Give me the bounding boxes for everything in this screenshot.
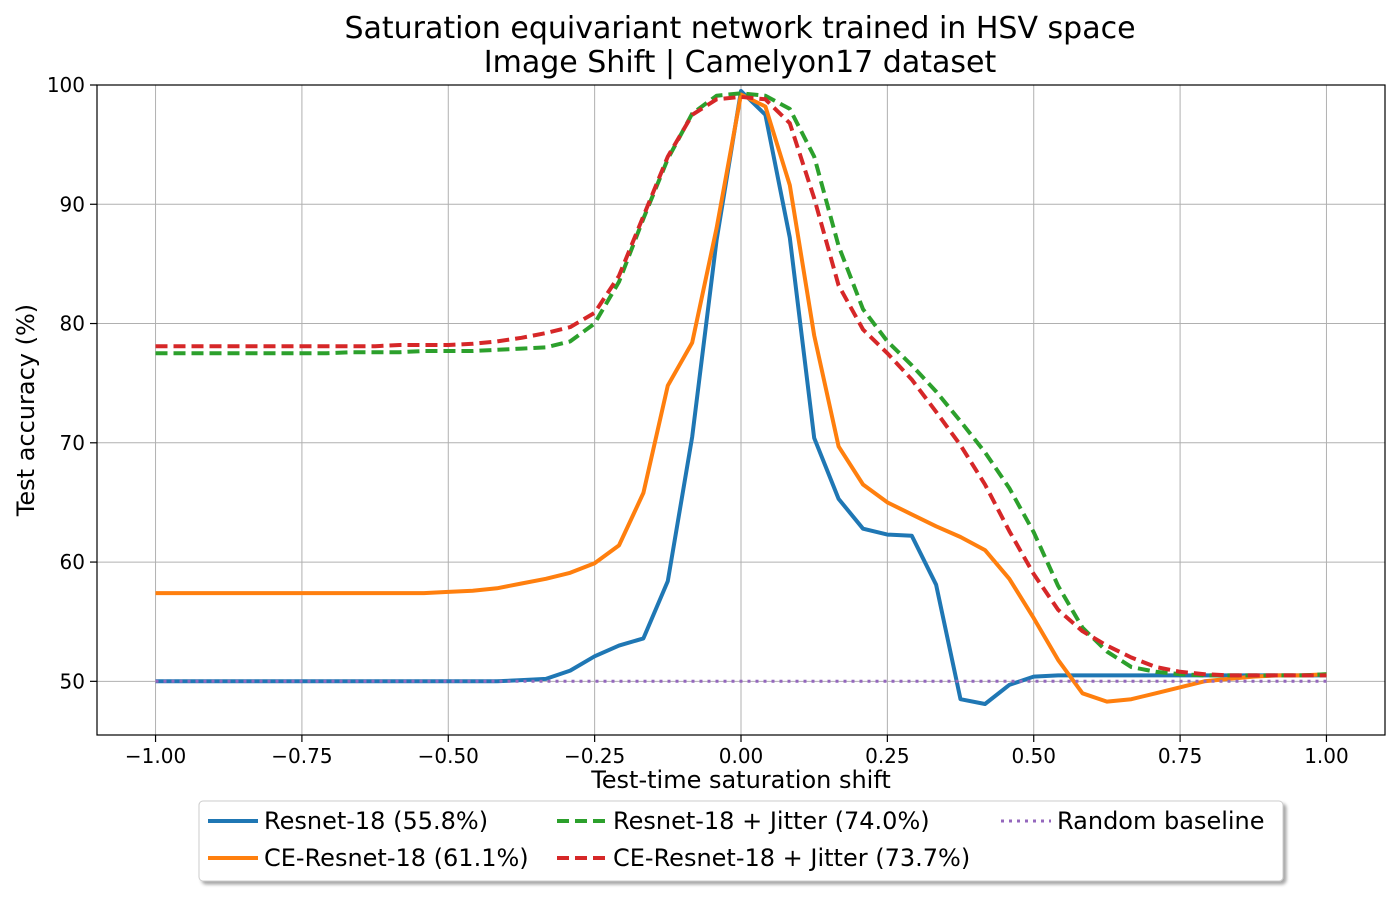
chart-subtitle: Image Shift | Camelyon17 dataset <box>484 45 997 80</box>
y-tick-label: 60 <box>60 550 85 574</box>
x-tick-label: −0.25 <box>564 744 625 768</box>
x-tick-label: −0.75 <box>271 744 332 768</box>
series-line-0 <box>155 89 1327 706</box>
x-tick-label: 0.25 <box>865 744 910 768</box>
y-tick-label: 80 <box>60 312 85 336</box>
series-line-2 <box>155 91 1327 678</box>
x-axis-label: Test-time saturation shift <box>590 766 891 794</box>
x-tick-label: −0.50 <box>418 744 479 768</box>
axis-ticks: −1.00 −0.75 −0.50 −0.25 0.00 0.25 0.50 0.75 1.00… <box>47 73 1349 768</box>
x-tick-label: 1.00 <box>1304 744 1349 768</box>
series-line-1 <box>155 92 1327 704</box>
y-axis-label: Test accuracy (%) <box>12 304 40 517</box>
series-line-3 <box>155 94 1327 678</box>
x-tick-label: −1.00 <box>125 744 186 768</box>
x-tick-label: 0.00 <box>719 744 764 768</box>
y-tick-label: 50 <box>60 669 85 693</box>
chart-title: Saturation equivariant network trained i… <box>344 11 1135 46</box>
legend-label-0: Resnet-18 (55.8%) <box>264 807 488 835</box>
legend-items: Resnet-18 (55.8%) CE-Resnet-18 (61.1%) Res… <box>208 807 1265 872</box>
y-tick-label: 70 <box>60 431 85 455</box>
y-tick-label: 90 <box>60 192 85 216</box>
y-tick-label: 100 <box>47 73 85 97</box>
legend-label-3: CE-Resnet-18 + Jitter (73.7%) <box>613 844 970 872</box>
x-tick-label: 0.50 <box>1011 744 1056 768</box>
x-tick-label: 0.75 <box>1158 744 1203 768</box>
legend-label-2: Resnet-18 + Jitter (74.0%) <box>613 807 930 835</box>
series-lines <box>155 89 1327 706</box>
grid <box>97 84 1385 735</box>
legend-label-4: Random baseline <box>1057 807 1265 835</box>
legend: Resnet-18 (55.8%) CE-Resnet-18 (61.1%) Res… <box>198 800 1284 882</box>
legend-label-1: CE-Resnet-18 (61.1%) <box>264 844 529 872</box>
